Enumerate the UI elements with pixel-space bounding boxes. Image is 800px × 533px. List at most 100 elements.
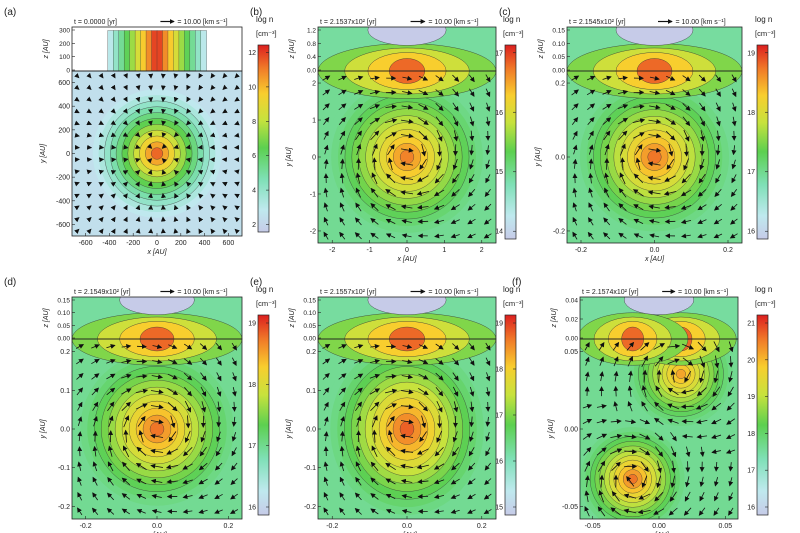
velocity-arrow — [338, 103, 347, 111]
velocity-arrow — [231, 342, 237, 351]
velocity-arrow — [385, 446, 396, 457]
velocity-arrow — [484, 462, 491, 471]
velocity-arrow — [106, 492, 115, 501]
velocity-arrow — [186, 96, 192, 103]
velocity-arrow — [713, 477, 719, 487]
velocity-arrow — [174, 181, 179, 187]
velocity-arrow — [174, 120, 179, 126]
velocity-arrow — [76, 387, 84, 396]
strip-band — [118, 30, 125, 72]
velocity-arrow — [598, 460, 606, 472]
colorbar-tick-label: 18 — [747, 431, 755, 438]
velocity-arrow — [715, 102, 721, 112]
velocity-arrow — [670, 369, 676, 383]
colorbar-title: log n — [503, 15, 520, 24]
velocity-field-f — [582, 341, 736, 517]
velocity-arrow — [121, 373, 132, 379]
velocity-arrow — [135, 216, 141, 222]
velocity-arrow — [598, 490, 604, 503]
y-tick-label: 1 — [312, 118, 316, 125]
panel-letter: (e) — [250, 277, 262, 288]
y-tick-label: -0.1 — [58, 465, 70, 472]
velocity-arrow — [122, 461, 130, 471]
velocity-arrow — [77, 492, 83, 501]
x-tick-label: 200 — [175, 240, 187, 247]
velocity-arrow — [633, 104, 645, 110]
velocity-arrow — [135, 403, 148, 410]
velocity-arrow — [197, 181, 204, 187]
velocity-arrow — [452, 158, 458, 171]
strip-band — [200, 30, 207, 72]
velocity-arrow — [583, 446, 592, 456]
velocity-arrow — [186, 204, 192, 211]
velocity-arrow — [436, 158, 443, 171]
x-tick-label: 0 — [155, 240, 159, 247]
velocity-arrow — [400, 119, 414, 124]
velocity-arrow — [135, 204, 141, 211]
strip-band — [178, 30, 185, 72]
velocity-arrow — [726, 402, 735, 411]
velocity-arrow — [452, 372, 459, 382]
velocity-arrow — [185, 120, 192, 126]
velocity-arrow — [599, 474, 605, 488]
velocity-arrow — [682, 89, 691, 96]
velocity-arrow — [214, 478, 223, 485]
velocity-arrow — [731, 145, 737, 156]
velocity-arrow — [173, 228, 179, 234]
velocity-arrow — [355, 461, 362, 472]
velocity-arrow — [370, 75, 380, 81]
velocity-arrow — [234, 72, 240, 79]
velocity-arrow — [469, 386, 475, 397]
velocity-arrow — [136, 478, 147, 485]
velocity-arrow — [434, 509, 444, 515]
velocity-arrow — [642, 369, 648, 383]
velocity-arrow — [726, 418, 736, 425]
velocity-arrow — [150, 448, 164, 454]
velocity-arrow — [655, 446, 664, 457]
x-tick-label: 0.2 — [723, 247, 733, 254]
velocity-arrow — [221, 132, 228, 138]
velocity-arrow — [222, 120, 228, 126]
velocity-arrow — [418, 89, 429, 96]
velocity-arrow — [74, 96, 80, 102]
velocity-arrow — [138, 429, 144, 443]
velocity-arrow — [648, 133, 662, 139]
velocity-arrow — [582, 419, 593, 424]
velocity-arrow — [222, 228, 228, 235]
velocity-arrow — [339, 187, 345, 198]
x-axis-label: x [AU] — [146, 249, 167, 256]
velocity-arrow — [485, 342, 491, 351]
velocity-arrow — [222, 108, 228, 114]
velocity-arrow — [604, 187, 610, 198]
colorbar-tick-label: 15 — [495, 505, 503, 512]
y-tick-label: -2 — [310, 228, 316, 235]
velocity-arrow — [638, 493, 651, 500]
velocity-arrow — [713, 218, 723, 225]
velocity-arrow — [671, 460, 677, 474]
y-tick-label: -400 — [56, 198, 70, 205]
velocity-arrow — [469, 372, 475, 382]
velocity-arrow — [339, 172, 345, 184]
velocity-arrow — [173, 144, 179, 150]
velocity-arrow — [165, 464, 179, 470]
velocity-arrow — [633, 218, 644, 224]
colorbar-tick-label: 16 — [747, 229, 755, 236]
velocity-arrow — [450, 233, 460, 239]
x-tick-label: 600 — [223, 240, 235, 247]
velocity-arrow — [173, 204, 179, 211]
velocity-arrow — [610, 507, 622, 516]
velocity-arrow — [699, 355, 706, 368]
velocity-arrow — [612, 341, 620, 351]
colorbar-tick-label: 19 — [495, 321, 503, 328]
velocity-arrow — [74, 84, 80, 90]
velocity-arrow — [161, 132, 167, 138]
velocity-arrow — [339, 401, 346, 411]
velocity-arrow — [697, 219, 707, 224]
velocity-arrow — [74, 120, 80, 126]
velocity-arrow — [485, 88, 491, 98]
velocity-arrow — [402, 75, 413, 81]
velocity-arrow — [230, 462, 238, 471]
velocity-arrow — [685, 476, 690, 488]
velocity-arrow — [619, 172, 626, 185]
velocity-arrow — [632, 189, 644, 197]
